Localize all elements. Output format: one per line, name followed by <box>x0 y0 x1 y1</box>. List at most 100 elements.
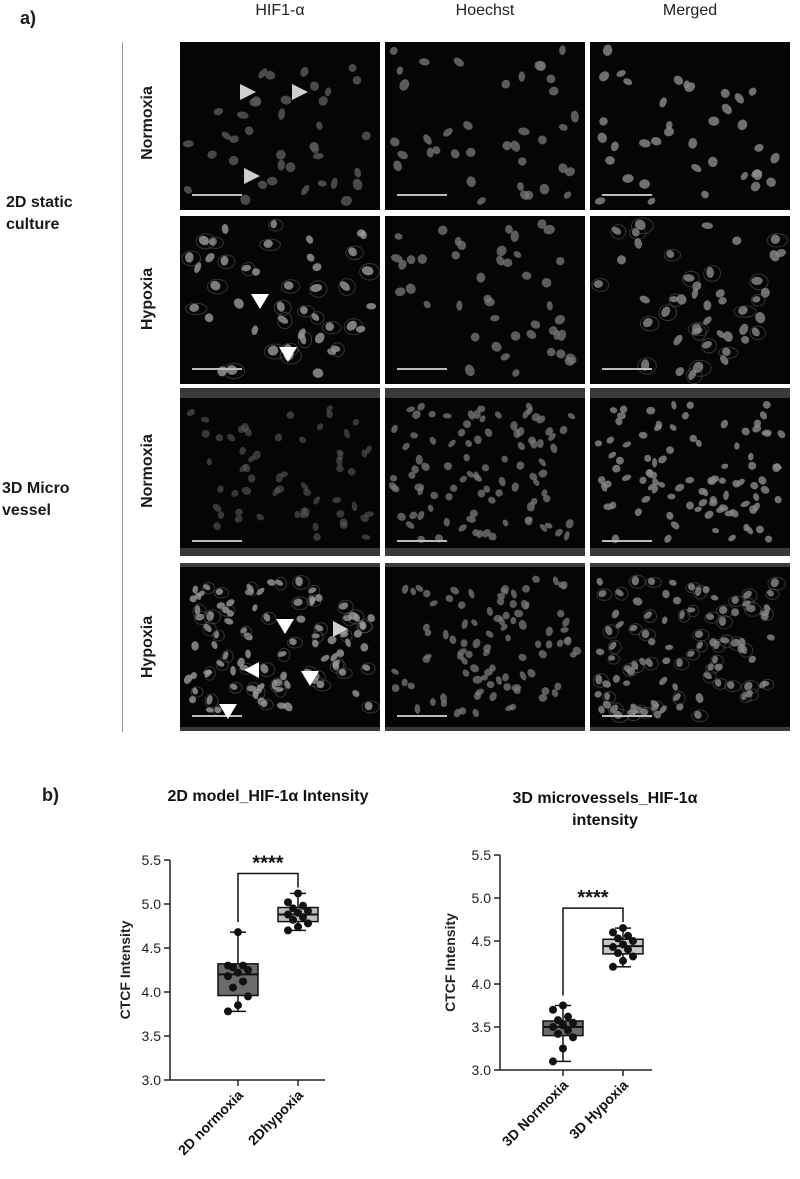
data-point <box>294 922 302 931</box>
data-point <box>299 901 307 910</box>
data-point <box>304 907 312 916</box>
y-tick-label: 3.5 <box>142 1028 162 1044</box>
data-point <box>284 898 292 907</box>
x-category-label: 2Dhypoxia <box>245 1087 307 1149</box>
group-label-2d-static: 2D static culture <box>6 192 73 236</box>
group-label-2d-line2: culture <box>6 216 60 233</box>
x-category-label: 3D Hypoxia <box>566 1077 631 1142</box>
arrowhead-marker <box>244 662 259 678</box>
data-point <box>304 919 312 928</box>
data-point <box>234 1001 242 1010</box>
micrograph-2d-hypoxia-merged <box>590 216 790 384</box>
y-tick-label: 4.5 <box>472 933 492 949</box>
micrograph-2d-hypoxia-hif1a <box>180 216 380 384</box>
micrograph-3d-hypoxia-hoechst <box>385 563 585 731</box>
data-point <box>614 934 622 943</box>
chart-title-3d-line2: intensity <box>572 812 638 829</box>
data-point <box>569 1018 577 1027</box>
data-point <box>234 928 242 937</box>
micrograph-2d-hypoxia-hoechst <box>385 216 585 384</box>
box-plot-3d: 3.0 3.5 4.0 4.5 5.0 5.5 CTCF Intensity 3D Normo… <box>442 847 652 1150</box>
data-point <box>559 1021 567 1030</box>
data-point <box>609 962 617 971</box>
panel-a-label: a) <box>20 8 37 28</box>
data-point <box>284 926 292 935</box>
significance-bracket <box>562 907 624 996</box>
data-point <box>244 992 252 1001</box>
data-point <box>549 1005 557 1014</box>
data-point <box>559 1044 567 1053</box>
chart-title-3d-line1: 3D microvessels_HIF-1α <box>512 790 698 807</box>
column-header-hoechst: Hoechst <box>455 2 515 19</box>
y-tick-label: 5.5 <box>472 847 492 863</box>
box-hypoxia <box>277 889 319 935</box>
data-point <box>569 1033 577 1042</box>
condition-label-2d-hypoxia: Hypoxia <box>139 267 156 331</box>
significance-label: **** <box>252 852 283 874</box>
panel-b-label: b) <box>42 785 59 805</box>
arrowhead-marker <box>292 84 308 100</box>
x-category-label: 2D normoxia <box>175 1087 246 1158</box>
data-point <box>629 937 637 945</box>
data-point <box>229 983 237 992</box>
data-point <box>554 1016 562 1025</box>
y-tick-label: 4.0 <box>142 984 162 1000</box>
data-point <box>549 1023 557 1031</box>
micrograph-2d-normoxia-hoechst <box>385 42 585 210</box>
data-point <box>559 1001 567 1010</box>
y-tick-label: 5.0 <box>472 890 492 906</box>
micrograph-3d-normoxia-merged <box>590 388 790 556</box>
data-point <box>609 928 617 937</box>
arrowhead-marker <box>301 671 319 686</box>
group-label-3d-line1: 3D Micro <box>2 480 70 497</box>
micrograph-3d-normoxia-hoechst <box>385 388 585 556</box>
data-point <box>239 977 247 986</box>
y-tick-label: 4.0 <box>472 976 492 992</box>
box-plot-2d: 3.0 3.5 4.0 4.5 5.0 5.5 CTCF Intensity 2D normo… <box>117 852 325 1158</box>
y-tick-label: 4.5 <box>142 940 162 956</box>
data-point <box>619 956 627 965</box>
arrowhead-marker <box>276 619 294 634</box>
arrowhead-marker <box>251 294 269 309</box>
data-point <box>619 940 627 949</box>
group-label-3d-line2: vessel <box>2 502 51 519</box>
arrowhead-marker <box>279 347 297 362</box>
box-normoxia <box>542 1001 584 1066</box>
box-hypoxia <box>602 924 644 971</box>
data-point <box>234 968 242 977</box>
data-point <box>289 915 297 924</box>
micrograph-2d-normoxia-hif1a <box>180 42 380 210</box>
chart-title-3d: 3D microvessels_HIF-1α intensity <box>440 788 770 832</box>
data-point <box>239 961 247 970</box>
data-point <box>624 945 632 954</box>
data-point <box>224 961 232 970</box>
data-point <box>224 1007 232 1016</box>
data-point <box>294 889 302 898</box>
y-tick-label: 5.5 <box>142 852 162 868</box>
micrograph-2d-normoxia-merged <box>590 42 790 210</box>
data-point <box>564 1012 572 1021</box>
group-divider-line <box>122 42 123 732</box>
micrograph-3d-hypoxia-merged <box>590 563 790 731</box>
data-point <box>554 1029 562 1038</box>
arrowhead-marker <box>333 621 348 637</box>
condition-label-2d-normoxia: Normoxia <box>139 86 156 160</box>
chart-title-2d: 2D model_HIF-1α Intensity <box>167 788 369 805</box>
data-point <box>564 1026 572 1035</box>
column-header-merged: Merged <box>662 2 718 19</box>
column-header-hif1a: HIF1-α <box>255 2 305 19</box>
arrowhead-marker <box>219 704 237 719</box>
micrograph-3d-normoxia-hif1a <box>180 388 380 556</box>
x-category-label: 3D Normoxia <box>499 1077 572 1150</box>
data-point <box>549 1057 557 1066</box>
data-point <box>284 910 292 919</box>
data-point <box>614 949 622 958</box>
group-label-2d-line1: 2D static <box>6 194 73 211</box>
data-point <box>629 952 637 961</box>
condition-label-3d-hypoxia: Hypoxia <box>139 615 156 679</box>
data-point <box>289 904 297 913</box>
data-point <box>619 924 627 933</box>
data-point <box>624 931 632 940</box>
y-tick-label: 5.0 <box>142 896 162 912</box>
box-iqr <box>217 963 259 997</box>
